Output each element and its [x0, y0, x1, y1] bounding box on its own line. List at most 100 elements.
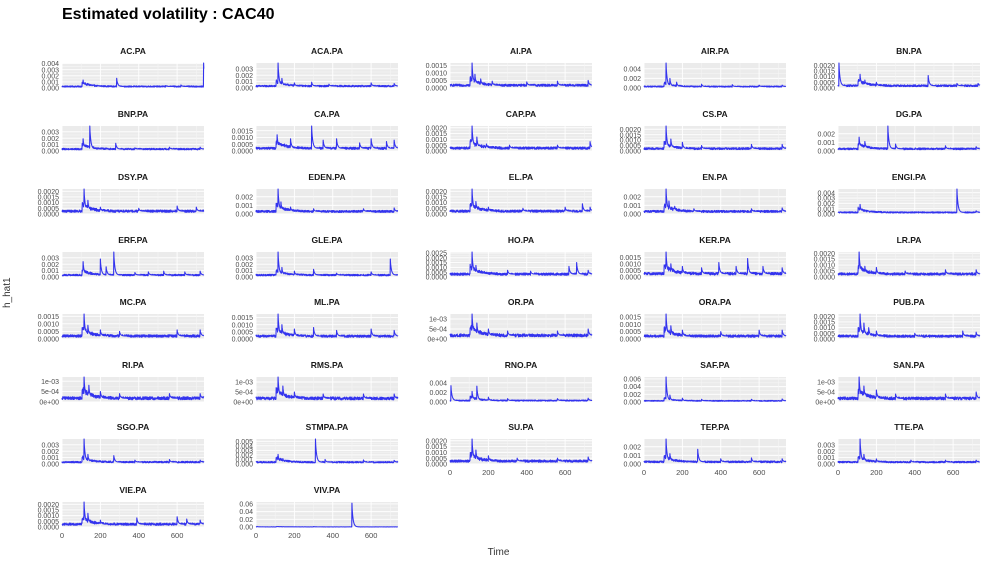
y-tick-label: 0e+00: [39, 400, 59, 407]
y-tick-label: 0.0000: [426, 86, 448, 93]
y-tick-label: 0.004: [817, 190, 835, 197]
volatility-line: [449, 251, 593, 276]
y-tick-label: 1e-03: [817, 380, 835, 387]
x-tick-label: 400: [520, 468, 533, 477]
y-tick-label: 0.000: [623, 462, 641, 469]
y-tick-label: 0.0015: [620, 315, 642, 322]
y-tick-label: 0.000: [817, 149, 835, 156]
y-tick-label: 0.000: [235, 212, 253, 219]
volatility-line: [61, 376, 205, 401]
y-tick-label: 0.001: [623, 453, 641, 460]
y-tick-label: 0.001: [623, 203, 641, 210]
panel-title: CS.PA: [702, 109, 727, 119]
y-tick-label: 0.002: [429, 390, 447, 397]
y-tick-label: 0.0015: [426, 195, 448, 202]
x-tick-label: 0: [254, 531, 258, 540]
y-tick-label: 0.0005: [426, 206, 448, 213]
y-tick-label: 0.0000: [814, 275, 836, 282]
y-tick-label: 0.002: [623, 392, 641, 399]
y-tick-label: 0e+00: [815, 400, 835, 407]
y-tick-label: 0.001: [235, 457, 253, 464]
volatility-line: [837, 188, 981, 214]
volatility-line: [61, 188, 205, 213]
x-tick-label: 0: [448, 468, 452, 477]
volatility-line: [837, 313, 981, 338]
y-tick-label: 0.0010: [38, 200, 60, 207]
panel-title: SGO.PA: [117, 422, 149, 432]
volatility-line: [449, 438, 593, 463]
x-tick-label: 200: [94, 531, 107, 540]
y-tick-label: 0.0005: [426, 456, 448, 463]
y-tick-label: 0.0000: [426, 462, 448, 469]
y-tick-label: 0.003: [235, 255, 253, 262]
y-tick-label: 0.0000: [38, 525, 60, 532]
panel-title: EDEN.PA: [308, 172, 345, 182]
y-tick-label: 0.0000: [38, 337, 60, 344]
facet-panel-en-pa: EN.PA 0.002 0.001 0.000: [623, 172, 787, 219]
volatility-line: [449, 125, 593, 150]
panel-background: [450, 63, 592, 88]
y-tick-label: 0.0025: [426, 251, 448, 258]
y-tick-label: 5e-04: [429, 327, 447, 334]
y-tick-label: 0.0000: [814, 337, 836, 344]
y-tick-label: 1e-03: [235, 380, 253, 387]
y-tick-label: 0.0000: [232, 337, 254, 344]
y-tick-label: 0.0005: [814, 331, 836, 338]
facet-panel-rms-pa: RMS.PA 1e-03 5e-04 0e+00: [233, 360, 399, 407]
panel-background: [62, 189, 204, 214]
panel-title: GLE.PA: [311, 235, 342, 245]
y-tick-label: 0.0010: [426, 450, 448, 457]
panel-title: RI.PA: [122, 360, 144, 370]
y-tick-label: 0.0020: [426, 189, 448, 196]
panel-title: SAN.PA: [893, 360, 925, 370]
y-tick-label: 0.006: [623, 377, 641, 384]
y-tick-label: 0.0005: [232, 142, 254, 149]
facet-panel-tep-pa: TEP.PA 0.002 0.001 0.0000 200 400 600: [623, 422, 787, 477]
volatility-line: [449, 385, 593, 402]
panel-background: [62, 502, 204, 527]
y-tick-label: 0.0010: [232, 135, 254, 142]
y-tick-label: 0.0010: [620, 261, 642, 268]
y-tick-label: 0.001: [41, 268, 59, 275]
panel-title: TTE.PA: [894, 422, 924, 432]
volatility-line: [837, 376, 981, 401]
y-tick-label: 0.002: [817, 201, 835, 208]
panel-title: AC.PA: [120, 46, 146, 56]
y-tick-label: 0.0015: [426, 131, 448, 138]
y-tick-label: 0.002: [41, 136, 59, 143]
panel-title: PUB.PA: [893, 297, 925, 307]
volatility-line: [255, 188, 399, 213]
y-tick-label: 0.002: [623, 444, 641, 451]
y-tick-label: 0.002: [235, 262, 253, 269]
volatility-line: [837, 251, 981, 276]
y-tick-label: 0.0015: [814, 320, 836, 327]
y-tick-label: 5e-04: [817, 390, 835, 397]
y-tick-label: 0.000: [235, 462, 253, 469]
y-tick-label: 0.0015: [426, 63, 448, 70]
x-tick-label: 0: [642, 468, 646, 477]
volatility-line: [643, 251, 787, 276]
y-tick-label: 0.0005: [38, 329, 60, 336]
y-tick-label: 0.0005: [620, 143, 642, 150]
panel-title: ACA.PA: [311, 46, 343, 56]
y-tick-label: 0.001: [817, 455, 835, 462]
y-tick-label: 0.000: [429, 400, 447, 407]
y-tick-label: 1e-03: [429, 317, 447, 324]
panel-background: [644, 126, 786, 151]
y-tick-label: 0.002: [623, 76, 641, 83]
volatility-line: [643, 376, 787, 402]
y-tick-label: 1e-03: [41, 379, 59, 386]
volatility-line: [61, 501, 205, 526]
